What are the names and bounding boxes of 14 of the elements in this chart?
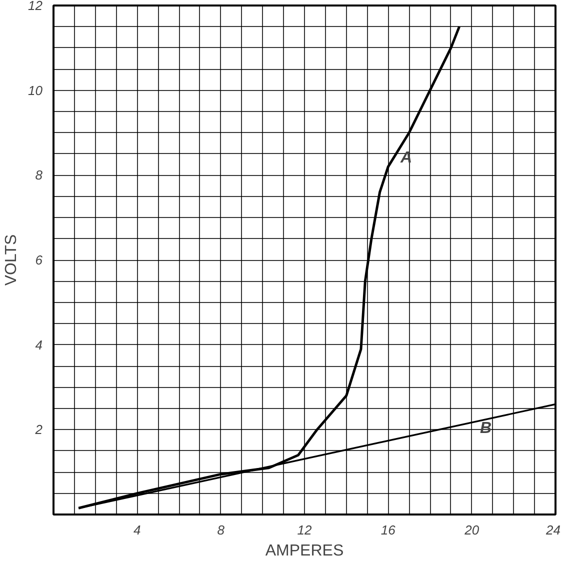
y-axis-title: VOLTS (3, 234, 20, 286)
y-tick-label: 2 (34, 422, 44, 438)
y-tick-label: 4 (35, 337, 43, 352)
x-tick-label: 16 (380, 522, 396, 538)
x-tick-label: 20 (464, 522, 480, 538)
x-tick-label: 4 (134, 522, 141, 538)
x-tick-label: 12 (297, 522, 312, 538)
x-axis-title: AMPERES (265, 542, 344, 560)
y-tick-label: 10 (28, 82, 44, 98)
y-tick-label: 12 (28, 0, 44, 13)
y-tick-label: 8 (35, 168, 44, 183)
x-tick-label: 24 (545, 522, 561, 538)
y-tick-label: 6 (35, 252, 44, 268)
x-tick-label: 8 (217, 522, 226, 538)
